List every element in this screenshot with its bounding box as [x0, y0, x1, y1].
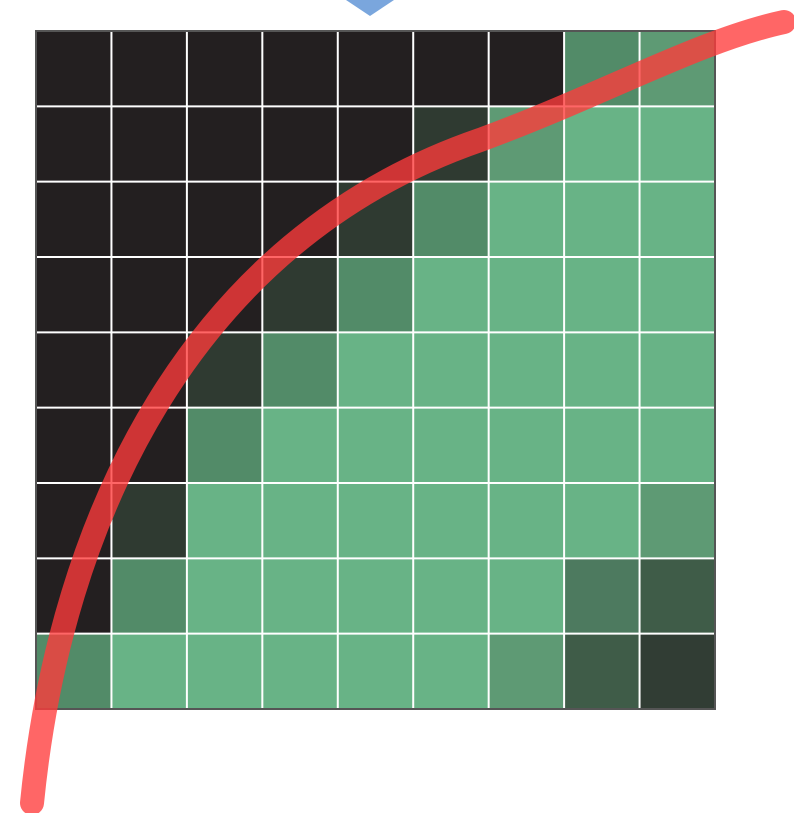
grid-cell	[337, 633, 414, 710]
grid-cell	[639, 332, 716, 409]
grid-cell	[564, 106, 641, 183]
grid-cell	[36, 332, 112, 409]
grid-cell	[413, 31, 490, 107]
grid-cell	[564, 257, 641, 333]
grid-cell	[111, 558, 188, 635]
grid-cell	[413, 332, 490, 409]
grid-cell	[639, 633, 716, 710]
grid-cell	[111, 257, 188, 333]
grid-cell	[186, 106, 263, 183]
grid-cell	[186, 483, 263, 559]
grid-cell	[413, 483, 490, 559]
grid-cell	[639, 181, 716, 258]
grid-cell	[488, 483, 565, 559]
grid-cell	[262, 31, 339, 107]
grid-cell	[186, 31, 263, 107]
grid-cell	[413, 558, 490, 635]
grid-cell	[488, 633, 565, 710]
grid-cell	[36, 257, 112, 333]
grid-cell	[639, 106, 716, 183]
grid-cell	[262, 106, 339, 183]
grid-cell	[111, 483, 188, 559]
grid-cell	[186, 407, 263, 484]
grid-cell	[262, 558, 339, 635]
grid-cell	[111, 106, 188, 183]
grid-cell	[262, 633, 339, 710]
grid-cell	[186, 558, 263, 635]
grid-cell	[564, 407, 641, 484]
grid-border	[35, 30, 716, 710]
grid-cell	[262, 483, 339, 559]
grid-cell	[337, 332, 414, 409]
grid-cell	[639, 407, 716, 484]
grid-cell	[413, 633, 490, 710]
grid-cell	[262, 407, 339, 484]
grid-cell	[639, 257, 716, 333]
grid-cell	[111, 31, 188, 107]
grid-cell	[36, 407, 112, 484]
grid-cell	[564, 483, 641, 559]
grid-cell	[111, 181, 188, 258]
grid-cell	[639, 483, 716, 559]
grid-cell	[564, 181, 641, 258]
grid-cell	[564, 558, 641, 635]
grid-cell	[413, 181, 490, 258]
grid-cell	[337, 483, 414, 559]
grid-cell	[262, 332, 339, 409]
grid-cell	[36, 181, 112, 258]
grid-cell	[413, 257, 490, 333]
grid-cell	[186, 181, 263, 258]
grid-cell	[111, 633, 188, 710]
down-arrow-icon	[346, 0, 394, 16]
grid-cell	[564, 332, 641, 409]
grid-cell	[337, 257, 414, 333]
grid-cell	[488, 407, 565, 484]
grid-cell	[639, 558, 716, 635]
pixel-grid	[36, 31, 716, 710]
grid-cell	[488, 181, 565, 258]
grid-cell	[564, 633, 641, 710]
grid-cell	[488, 558, 565, 635]
grid-cell	[488, 31, 565, 107]
grid-cell	[413, 407, 490, 484]
grid-cell	[36, 106, 112, 183]
grid-cell	[488, 257, 565, 333]
grid-cell	[488, 332, 565, 409]
grid-cell	[337, 558, 414, 635]
grid-cell	[337, 407, 414, 484]
coverage-curve	[20, 10, 794, 813]
grid-cell	[186, 633, 263, 710]
grid-cell	[36, 31, 112, 107]
grid-cell	[337, 31, 414, 107]
